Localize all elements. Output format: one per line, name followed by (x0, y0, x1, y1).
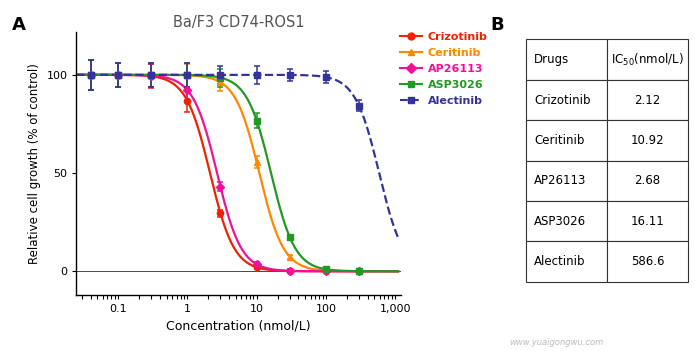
Y-axis label: Relative cell growth (% of control): Relative cell growth (% of control) (28, 63, 41, 264)
Legend: Crizotinib, Ceritinib, AP26113, ASP3026, Alectinib: Crizotinib, Ceritinib, AP26113, ASP3026,… (400, 32, 488, 106)
Text: www.yuaigongwu.com: www.yuaigongwu.com (509, 338, 603, 347)
X-axis label: Concentration (nmol/L): Concentration (nmol/L) (166, 319, 311, 332)
Title: Ba/F3 CD74-ROS1: Ba/F3 CD74-ROS1 (173, 15, 304, 31)
Text: A: A (12, 16, 26, 34)
Text: B: B (490, 16, 504, 34)
